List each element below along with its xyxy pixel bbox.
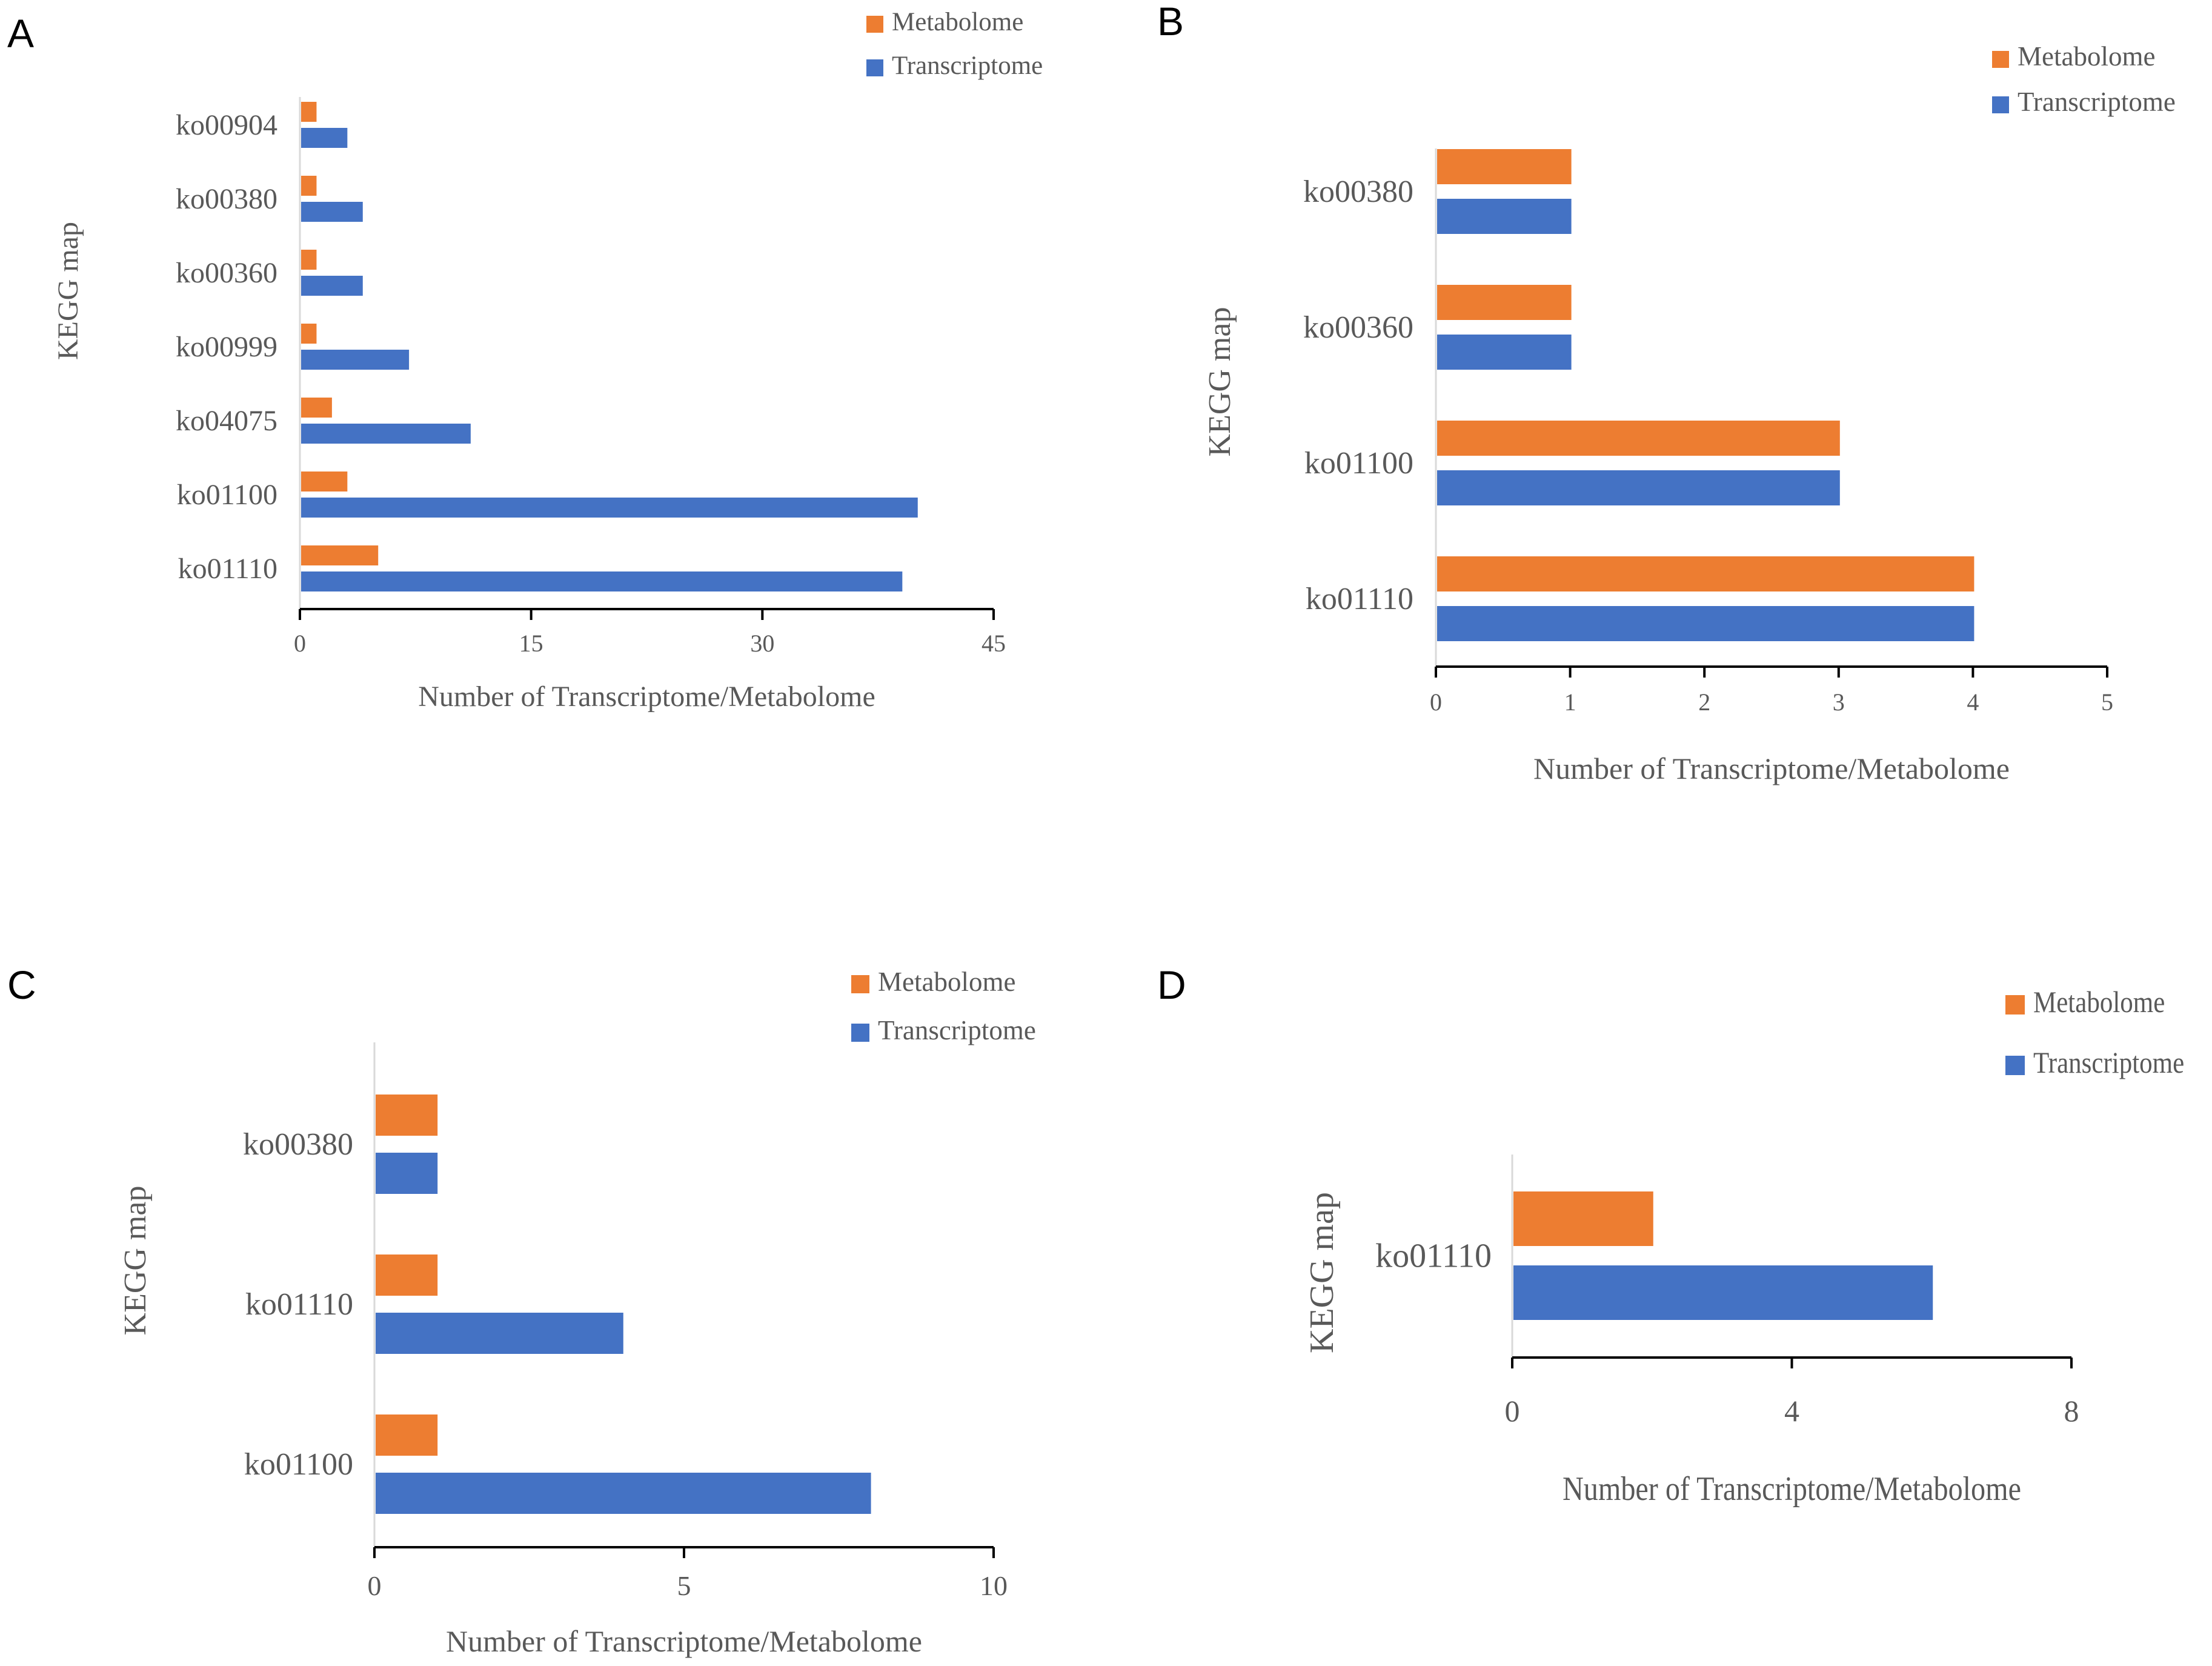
chart-a-legend-label-metabolome: Metabolome <box>892 8 1023 36</box>
chart-a-x-tick-label: 45 <box>981 630 1006 657</box>
chart-a-legend: Metabolome Transcriptome <box>866 8 1043 80</box>
chart-a-legend-swatch-metabolome <box>866 16 883 33</box>
chart-b-x-tick-label: 3 <box>1833 688 1845 716</box>
chart-a-bar-metabolome-ko00904 <box>301 102 317 122</box>
chart-c-bar-transcriptome-ko01110 <box>376 1313 623 1354</box>
chart-b-x-axis-title: Number of Transcriptome/Metabolome <box>1533 751 2010 785</box>
chart-b-bar-metabolome-ko00380 <box>1437 149 1572 184</box>
chart-c-category-label: ko01100 <box>244 1447 353 1482</box>
chart-a-bar-transcriptome-ko01110 <box>301 571 903 591</box>
chart-d-category-label: ko01110 <box>1375 1237 1492 1274</box>
chart-c-bar-metabolome-ko01100 <box>376 1414 438 1456</box>
chart-a-category-label: ko00360 <box>176 257 277 289</box>
chart-c-legend-swatch-metabolome <box>851 975 869 993</box>
chart-b-x-tick-label: 4 <box>1967 688 1979 716</box>
chart-a-bar-metabolome-ko01110 <box>301 545 379 565</box>
chart-b-bar-metabolome-ko01100 <box>1437 421 1840 456</box>
chart-a-bar-transcriptome-ko00380 <box>301 202 363 222</box>
chart-b-bar-transcriptome-ko00360 <box>1437 335 1572 370</box>
chart-d-x-tick-label: 8 <box>2064 1394 2079 1428</box>
chart-a-category-label: ko01110 <box>178 553 277 585</box>
chart-b-legend-swatch-metabolome <box>1992 51 2009 68</box>
chart-b-legend-label-transcriptome: Transcriptome <box>2018 87 2176 117</box>
chart-a-panel-label: A <box>7 11 34 56</box>
chart-b-category-label: ko00360 <box>1303 310 1413 345</box>
chart-d-bar-metabolome-ko01110 <box>1513 1191 1653 1246</box>
chart-a-category-label: ko00999 <box>176 331 277 363</box>
chart-b-bar-metabolome-ko00360 <box>1437 285 1572 320</box>
chart-a-legend-label-transcriptome: Transcriptome <box>892 52 1043 80</box>
chart-c-bar-transcriptome-ko00380 <box>376 1153 438 1194</box>
chart-c-x-tick-label: 5 <box>677 1570 691 1601</box>
chart-d-x-axis-title: Number of Transcriptome/Metabolome <box>1563 1470 2021 1508</box>
chart-a-bar-transcriptome-ko00360 <box>301 276 363 296</box>
chart-b-y-axis-title: KEGG map <box>1203 307 1237 457</box>
chart-b-category-label: ko01110 <box>1306 582 1413 616</box>
chart-d-legend: Metabolome Transcriptome <box>2005 985 2184 1080</box>
chart-c-x-axis-title: Number of Transcriptome/Metabolome <box>446 1624 922 1658</box>
chart-c-bar-metabolome-ko00380 <box>376 1095 438 1136</box>
chart-d-legend-swatch-metabolome <box>2005 995 2025 1015</box>
chart-a-category-label: ko01100 <box>177 479 277 511</box>
chart-b-x-tick-label: 1 <box>1564 688 1576 716</box>
chart-b-x-tick-label: 0 <box>1430 688 1442 716</box>
chart-c-legend-label-transcriptome: Transcriptome <box>878 1015 1036 1045</box>
chart-b-bar-metabolome-ko01110 <box>1437 556 1975 591</box>
chart-d-legend-swatch-transcriptome <box>2005 1056 2025 1075</box>
chart-b-category-label: ko00380 <box>1303 175 1413 209</box>
chart-c-x-tick-label: 10 <box>980 1570 1008 1601</box>
chart-d-panel-label: D <box>1157 962 1186 1007</box>
chart-b-legend-label-metabolome: Metabolome <box>2018 41 2155 72</box>
chart-d-bar-transcriptome-ko01110 <box>1513 1265 1933 1320</box>
chart-c-x-tick-label: 0 <box>368 1570 382 1601</box>
chart-a-x-tick-label: 0 <box>294 630 306 657</box>
chart-a-bar-metabolome-ko01100 <box>301 471 348 491</box>
chart-b-category-label: ko01100 <box>1304 446 1413 481</box>
chart-d: D 0 4 8 ko01110 Number of Transcriptome/Metab… <box>1157 962 2184 1508</box>
chart-a-bar-metabolome-ko04075 <box>301 398 332 418</box>
chart-c-category-label: ko00380 <box>243 1127 353 1162</box>
chart-a-bar-transcriptome-ko00999 <box>301 350 410 370</box>
chart-a-category-label: ko00904 <box>176 109 277 141</box>
chart-b-x-tick-label: 5 <box>2101 688 2113 716</box>
chart-a: A 0 15 30 45 ko00904 ko00380 ko00360 ko00999 ko04… <box>7 8 1043 713</box>
chart-a-x-tick-label: 30 <box>750 630 774 657</box>
chart-a-bar-transcriptome-ko01100 <box>301 498 918 518</box>
chart-c: C 0 5 10 ko00380 ko01110 ko01100 Number of Tran… <box>7 962 1036 1658</box>
chart-d-legend-label-metabolome: Metabolome <box>2033 985 2165 1019</box>
chart-c-legend-swatch-transcriptome <box>851 1024 869 1042</box>
chart-c-panel-label: C <box>7 962 36 1007</box>
chart-a-bar-transcriptome-ko04075 <box>301 424 471 444</box>
chart-b-bar-transcriptome-ko01110 <box>1437 606 1975 641</box>
chart-b: B 0 1 2 3 4 5 ko00380 ko00360 ko01100 ko01110 Numbe… <box>1157 0 2176 785</box>
chart-a-x-tick-label: 15 <box>519 630 543 657</box>
chart-c-y-axis-title: KEGG map <box>118 1186 153 1336</box>
chart-b-bar-transcriptome-ko01100 <box>1437 470 1840 505</box>
chart-b-panel-label: B <box>1157 0 1184 44</box>
chart-b-bar-transcriptome-ko00380 <box>1437 199 1572 234</box>
chart-b-x-tick-label: 2 <box>1698 688 1710 716</box>
chart-a-category-label: ko00380 <box>176 183 277 215</box>
chart-d-legend-label-transcriptome: Transcriptome <box>2033 1046 2184 1080</box>
chart-d-y-axis-title: KEGG map <box>1303 1192 1341 1353</box>
chart-c-legend: Metabolome Transcriptome <box>851 967 1036 1045</box>
chart-a-bar-metabolome-ko00380 <box>301 176 317 196</box>
chart-a-x-axis-title: Number of Transcriptome/Metabolome <box>418 681 875 713</box>
chart-a-bar-metabolome-ko00999 <box>301 324 317 344</box>
chart-c-bar-metabolome-ko01110 <box>376 1254 438 1296</box>
chart-b-legend: Metabolome Transcriptome <box>1992 41 2176 117</box>
chart-a-y-axis-title: KEGG map <box>52 222 84 360</box>
chart-a-category-label: ko04075 <box>176 405 277 437</box>
chart-d-x-tick-label: 0 <box>1505 1394 1520 1428</box>
chart-a-bar-transcriptome-ko00904 <box>301 128 348 148</box>
chart-b-legend-swatch-transcriptome <box>1992 96 2009 113</box>
chart-c-legend-label-metabolome: Metabolome <box>878 967 1015 997</box>
chart-a-bar-metabolome-ko00360 <box>301 250 317 270</box>
chart-a-legend-swatch-transcriptome <box>866 59 883 76</box>
chart-c-bar-transcriptome-ko01100 <box>376 1473 871 1514</box>
chart-d-x-tick-label: 4 <box>1784 1394 1799 1428</box>
chart-c-category-label: ko01110 <box>245 1287 353 1322</box>
